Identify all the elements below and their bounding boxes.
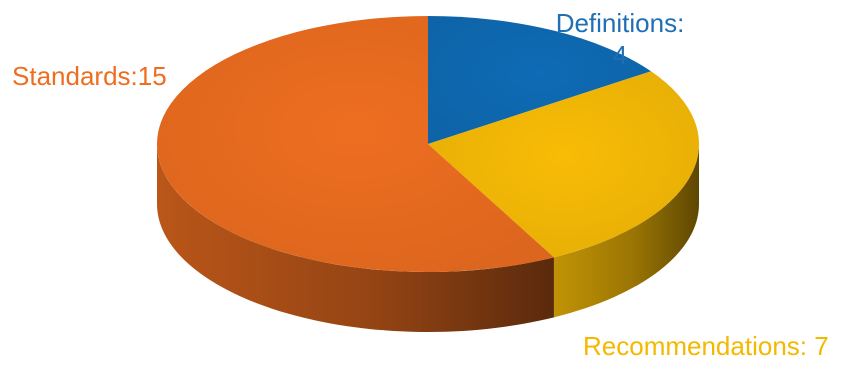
recommendations-slice <box>428 71 699 258</box>
definitions-label: Definitions: 4 <box>545 7 695 71</box>
definitions-label-value: 4 <box>612 40 628 70</box>
recommendations-label: Recommendations: 7 <box>583 331 829 361</box>
standards-slice-side <box>157 144 554 333</box>
recommendations-slice-side <box>553 144 699 318</box>
definitions-slice <box>428 16 652 144</box>
standards-label: Standards:15 <box>12 61 167 91</box>
standards-slice <box>157 16 554 272</box>
definitions-label-name: Definitions: <box>555 8 685 38</box>
